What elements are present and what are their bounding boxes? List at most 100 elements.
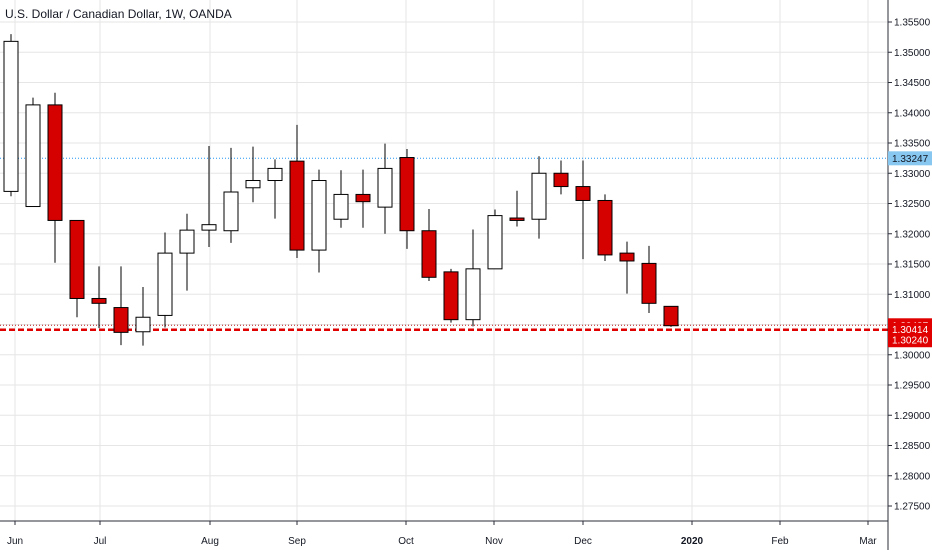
candle[interactable]	[179, 213, 195, 291]
candle-body-down	[421, 230, 437, 278]
candle[interactable]	[575, 160, 591, 260]
x-tick-label: 2020	[681, 536, 704, 547]
x-tick-label: Sep	[288, 536, 306, 547]
y-tick-label: 1.34000	[894, 108, 931, 119]
candle-body-up	[179, 229, 195, 254]
candle[interactable]	[487, 209, 503, 270]
candle[interactable]	[113, 266, 129, 346]
candle-body-up	[135, 316, 151, 333]
candle-body-down	[113, 307, 129, 333]
y-tick-label: 1.33500	[894, 139, 931, 150]
price-label: 1.30240	[888, 333, 932, 348]
candle-body-down	[553, 172, 569, 188]
price-label-text: 1.30414	[892, 325, 929, 336]
y-axis-ticks: 1.35500 1.35000 1.34500 1.34000 1.33500 1.330…	[888, 18, 931, 513]
y-tick-label: 1.33000	[894, 169, 931, 180]
y-tick-label: 1.31500	[894, 260, 931, 271]
candle-body-down	[289, 160, 305, 251]
candle-body-down	[641, 262, 657, 304]
candle-body-up	[223, 191, 239, 232]
candle-body-up	[3, 40, 19, 192]
price-label: 1.33247	[888, 151, 932, 166]
price-label-text: 1.30240	[892, 336, 929, 347]
candle-body-up	[25, 104, 41, 208]
candle-body-down	[443, 271, 459, 321]
candle[interactable]	[289, 124, 305, 258]
candle-body-up	[487, 215, 503, 270]
candle[interactable]	[245, 146, 261, 203]
y-tick-label: 1.27500	[894, 502, 931, 513]
candle[interactable]	[135, 286, 151, 346]
candle[interactable]	[443, 268, 459, 323]
candle[interactable]	[421, 208, 437, 281]
y-tick-label: 1.31000	[894, 290, 931, 301]
y-tick-label: 1.32500	[894, 199, 931, 210]
y-tick-label: 1.35000	[894, 48, 931, 59]
candle-body-down	[69, 219, 85, 299]
candle-body-down	[575, 186, 591, 201]
candle[interactable]	[157, 232, 173, 328]
candle[interactable]	[201, 146, 217, 248]
y-tick-label: 1.28000	[894, 471, 931, 482]
price-label-text: 1.33247	[892, 154, 929, 165]
candle-body-up	[157, 252, 173, 316]
candle-body-up	[245, 180, 261, 189]
candle[interactable]	[641, 245, 657, 314]
candle[interactable]	[619, 241, 635, 294]
y-tick-label: 1.29500	[894, 381, 931, 392]
x-tick-label: Oct	[398, 536, 414, 547]
candle-body-up	[465, 268, 481, 321]
x-tick-label: Mar	[859, 536, 877, 547]
price-label-bg	[888, 333, 932, 348]
chart-title: U.S. Dollar / Canadian Dollar, 1W, OANDA	[5, 7, 232, 21]
candle[interactable]	[509, 190, 525, 227]
candle[interactable]	[465, 229, 481, 327]
candle[interactable]	[597, 194, 613, 261]
candle-body-down	[91, 297, 107, 304]
x-tick-label: Aug	[201, 536, 219, 547]
candle[interactable]	[399, 149, 415, 249]
candle[interactable]	[223, 147, 239, 243]
candle-body-down	[47, 104, 63, 221]
candle[interactable]	[355, 169, 371, 228]
candles	[3, 34, 679, 346]
price-label-bg	[888, 151, 932, 166]
candle[interactable]	[333, 170, 349, 228]
y-tick-label: 1.28500	[894, 441, 931, 452]
y-tick-label: 1.35500	[894, 18, 931, 29]
candle-body-up	[531, 172, 547, 220]
candle-body-down	[597, 199, 613, 256]
x-tick-label: Feb	[771, 536, 789, 547]
x-axis-ticks: Jun Jul Aug Sep Oct Nov Dec 2020 Feb Mar	[7, 521, 877, 547]
candle[interactable]	[3, 34, 19, 197]
candle-body-down	[509, 217, 525, 221]
candle[interactable]	[663, 305, 679, 327]
y-tick-label: 1.34500	[894, 78, 931, 89]
price-label: 1.30414	[888, 322, 932, 337]
x-tick-label: Nov	[485, 536, 503, 547]
candle[interactable]	[47, 92, 63, 263]
candle-body-down	[619, 252, 635, 262]
candle-body-up	[267, 167, 283, 182]
candle[interactable]	[553, 160, 569, 195]
candle[interactable]	[267, 159, 283, 219]
candle[interactable]	[531, 156, 547, 239]
candle-body-down	[355, 193, 371, 203]
candle-body-up	[377, 167, 393, 208]
candle-body-up	[311, 180, 327, 251]
candle[interactable]	[69, 219, 85, 318]
candle-body-down	[663, 305, 679, 327]
price-label-bg	[888, 322, 932, 337]
candle[interactable]	[25, 97, 41, 208]
candle-body-up	[201, 224, 217, 231]
x-tick-label: Jul	[94, 536, 107, 547]
candle[interactable]	[91, 266, 107, 329]
y-tick-label: 1.30000	[894, 350, 931, 361]
x-tick-label: Jun	[7, 536, 23, 547]
candle[interactable]	[311, 169, 327, 273]
y-tick-label: 1.32000	[894, 229, 931, 240]
candle-body-down	[399, 157, 415, 232]
candle[interactable]	[377, 143, 393, 234]
